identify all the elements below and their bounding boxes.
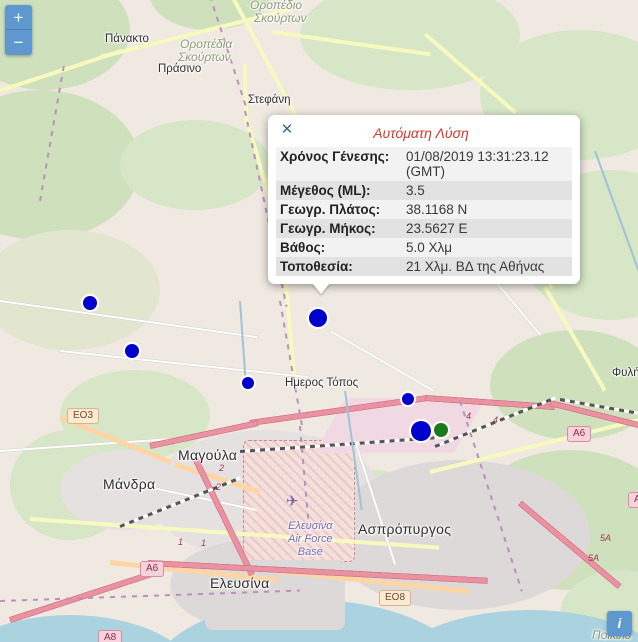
- terrain-patch: [0, 230, 160, 350]
- detail-key: Χρόνος Γένεσης:: [280, 149, 390, 164]
- earthquake-marker[interactable]: [125, 344, 139, 358]
- earthquake-marker[interactable]: [242, 377, 254, 389]
- detail-value: 21 Χλμ. ΒΔ της Αθήνας: [406, 259, 545, 274]
- table-row: Μέγεθος (ML): 3.5: [276, 181, 572, 200]
- earthquake-marker[interactable]: [434, 423, 448, 437]
- road-number: 4: [466, 411, 472, 421]
- terrain-patch: [300, 0, 520, 90]
- detail-key: Γεωγρ. Πλάτος:: [280, 202, 381, 217]
- earthquake-details-table: Χρόνος Γένεσης: 01/08/2019 13:31:23.12 (G…: [276, 147, 572, 276]
- urban-area: [330, 460, 590, 610]
- detail-value: 5.0 Χλμ: [406, 240, 453, 255]
- popup-title: Αυτόματη Λύση: [373, 125, 469, 141]
- detail-value: 3.5: [406, 183, 425, 198]
- road-shield: Α6: [140, 561, 165, 577]
- table-row: Γεωγρ. Πλάτος: 38.1168 N: [276, 200, 572, 219]
- place-label: Ελευσίνα: [210, 575, 270, 591]
- road-number: 2: [219, 463, 225, 473]
- table-row: Τοποθεσία: 21 Χλμ. ΒΔ της Αθήνας: [276, 257, 572, 276]
- place-label: Πάνακτο: [105, 33, 149, 45]
- earthquake-marker[interactable]: [83, 296, 97, 310]
- earthquake-marker[interactable]: [309, 309, 327, 327]
- detail-value: 23.5627 E: [406, 221, 468, 236]
- road-shield: ΕΟ3: [67, 408, 100, 424]
- terrain-patch: [120, 120, 270, 210]
- area-label: Σκούρτων: [254, 11, 307, 25]
- detail-value: 01/08/2019 13:31:23.12 (GMT): [406, 149, 549, 179]
- road-shield: ΑΖ: [628, 492, 638, 508]
- road-number: 1: [201, 538, 207, 548]
- detail-key: Βάθος:: [280, 240, 326, 255]
- table-row: Βάθος: 5.0 Χλμ: [276, 238, 572, 257]
- area-label: Οροπέδιο: [250, 0, 303, 12]
- place-label: Μάνδρα: [103, 476, 156, 492]
- detail-key: Γεωγρ. Μήκος:: [280, 221, 376, 236]
- place-label: Ημερος Τόπος: [285, 377, 359, 389]
- place-label: Μαγούλα: [178, 447, 238, 463]
- airplane-icon: ✈: [286, 493, 299, 510]
- detail-key: Τοποθεσία:: [280, 259, 353, 274]
- road-number: 5Α: [600, 533, 612, 543]
- earthquake-marker[interactable]: [411, 421, 431, 441]
- info-button[interactable]: i: [607, 611, 632, 636]
- road-shield: Α8: [98, 630, 123, 642]
- popup-pointer: [312, 283, 330, 294]
- earthquake-info-popup: ✕ Αυτόματη Λύση Χρόνος Γένεσης: 01/08/201…: [268, 115, 580, 294]
- area-label: Σκούρτων: [178, 50, 231, 64]
- area-label: Οροπέδια: [180, 37, 233, 51]
- place-label: Στεφάνη: [248, 94, 291, 106]
- detail-value: 38.1168 N: [406, 202, 468, 217]
- airbase-label: Ελευσίνα Air Force Base: [288, 520, 333, 558]
- zoom-in-button[interactable]: +: [5, 5, 32, 30]
- close-icon[interactable]: ✕: [280, 121, 294, 138]
- table-row: Γεωγρ. Μήκος: 23.5627 E: [276, 219, 572, 238]
- road-shield: ΕΟ8: [379, 590, 412, 606]
- road-number: 1: [178, 537, 184, 547]
- earthquake-marker[interactable]: [402, 393, 414, 405]
- road-number: 5Α: [588, 553, 600, 563]
- detail-key: Μέγεθος (ML):: [280, 183, 371, 198]
- road-number: 2: [216, 482, 222, 492]
- place-label: Φυλή: [612, 367, 638, 379]
- place-label: Ασπρόπυργος: [358, 521, 452, 537]
- road-shield: Α6: [567, 426, 592, 442]
- zoom-control[interactable]: + −: [5, 5, 32, 55]
- table-row: Χρόνος Γένεσης: 01/08/2019 13:31:23.12 (G…: [276, 147, 572, 181]
- place-label: Πράσινο: [158, 63, 202, 75]
- road-number: 4: [493, 415, 499, 425]
- zoom-out-button[interactable]: −: [5, 30, 32, 55]
